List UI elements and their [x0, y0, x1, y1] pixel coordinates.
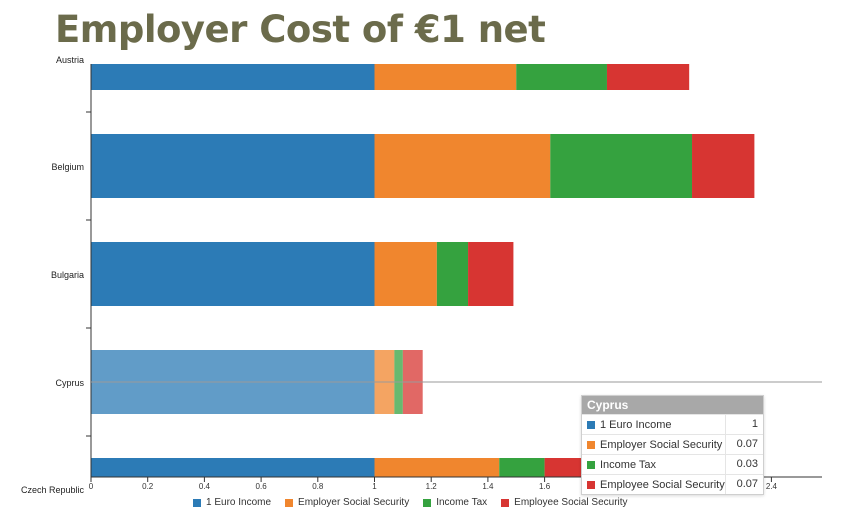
bar-segment[interactable] [468, 242, 514, 306]
tooltip-series-label: Employee Social Security [600, 478, 725, 491]
tooltip-value: 0.03 [725, 455, 763, 474]
category-label: Belgium [51, 162, 84, 172]
bar-segment[interactable] [91, 134, 375, 198]
chart-legend: 1 Euro Income Employer Social Security I… [193, 497, 628, 508]
chart-tooltip: Cyprus 1 Euro Income 1 Employer Social S… [581, 395, 764, 495]
legend-item-1-euro-income[interactable]: 1 Euro Income [193, 497, 271, 508]
tooltip-series-label: 1 Euro Income [600, 418, 672, 431]
tooltip-series-label: Income Tax [600, 458, 657, 471]
bar-segment[interactable] [692, 134, 755, 198]
x-tick-label: 1 [372, 482, 377, 491]
tooltip-value: 1 [725, 415, 763, 434]
tooltip-swatch [587, 460, 595, 469]
tooltip-swatch [587, 480, 595, 489]
x-tick-label: 1.2 [426, 482, 438, 491]
legend-label: Income Tax [436, 497, 488, 508]
tooltip-title: Cyprus [582, 396, 763, 414]
legend-label: Employer Social Security [298, 497, 410, 508]
tooltip-series-name: Employer Social Security [582, 439, 725, 451]
legend-swatch [501, 498, 510, 507]
legend-label: Employee Social Security [514, 497, 628, 508]
x-tick-label: 1.6 [539, 482, 551, 491]
legend-swatch [423, 498, 432, 507]
bar-segment[interactable] [436, 242, 469, 306]
tooltip-series-name: Employee Social Security [582, 479, 725, 491]
legend-item-income-tax[interactable]: Income Tax [423, 497, 487, 508]
legend-item-employer-social-security[interactable]: Employer Social Security [285, 497, 409, 508]
page-title: Employer Cost of €1 net [55, 8, 546, 51]
category-label: Czech Republic [21, 485, 85, 495]
tooltip-series-name: 1 Euro Income [582, 419, 725, 431]
plot-top-mask [0, 0, 850, 64]
tooltip-value: 0.07 [725, 435, 763, 454]
bar-segment[interactable] [91, 242, 375, 306]
category-label: Cyprus [55, 378, 84, 388]
bar-segment[interactable] [550, 134, 693, 198]
tooltip-row: Employer Social Security 0.07 [582, 434, 763, 454]
tooltip-row: Income Tax 0.03 [582, 454, 763, 474]
bar-segment[interactable] [374, 242, 437, 306]
category-label: Austria [56, 55, 84, 65]
tooltip-series-name: Income Tax [582, 459, 725, 471]
x-tick-label: 2.4 [766, 482, 778, 491]
x-tick-label: 1.4 [482, 482, 494, 491]
legend-label: 1 Euro Income [206, 497, 272, 508]
x-tick-label: 0.2 [142, 482, 154, 491]
category-label: Bulgaria [51, 270, 84, 280]
bar-segment[interactable] [374, 134, 551, 198]
tooltip-row: 1 Euro Income 1 [582, 414, 763, 434]
x-tick-label: 0 [89, 482, 94, 491]
x-tick-label: 0.4 [199, 482, 211, 491]
x-tick-label: 0.8 [312, 482, 324, 491]
tooltip-row: Employee Social Security 0.07 [582, 474, 763, 494]
tooltip-value: 0.07 [725, 475, 763, 494]
x-tick-label: 0.6 [256, 482, 268, 491]
tooltip-series-label: Employer Social Security [600, 438, 723, 451]
legend-swatch [193, 498, 201, 507]
legend-swatch [285, 498, 294, 507]
tooltip-swatch [587, 420, 595, 429]
tooltip-swatch [587, 440, 595, 449]
legend-item-employee-social-security[interactable]: Employee Social Security [501, 497, 628, 508]
